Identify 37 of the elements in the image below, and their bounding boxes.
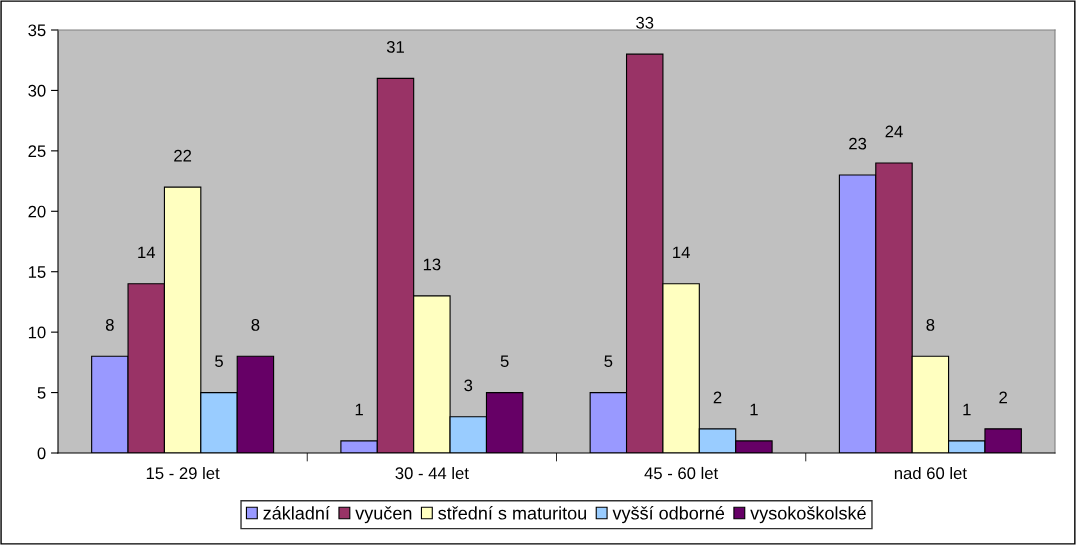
data-label: 8 — [105, 319, 114, 331]
y-tick-label: 25 — [28, 145, 46, 158]
legend-label: střední s maturitou — [438, 506, 587, 520]
x-tick-label: nad 60 let — [894, 466, 967, 480]
data-label: 22 — [174, 149, 192, 162]
data-label: 14 — [138, 246, 156, 259]
data-label: 23 — [849, 137, 867, 150]
data-label: 1 — [355, 403, 363, 416]
data-label: 24 — [885, 125, 903, 138]
y-tick-label: 15 — [28, 266, 46, 278]
data-label: 2 — [999, 391, 1007, 404]
data-label: 3 — [464, 379, 473, 392]
data-label: 31 — [386, 41, 404, 53]
legend-label: vyšší odborné — [612, 506, 725, 524]
data-label: 5 — [215, 355, 223, 368]
y-tick-label: 10 — [28, 326, 46, 339]
data-label: 14 — [673, 246, 690, 259]
x-tick-label: 45 - 60 let — [644, 466, 719, 480]
data-label: 1 — [750, 403, 758, 416]
data-label: 8 — [926, 319, 935, 331]
data-label: 13 — [423, 258, 441, 271]
legend-label: vyučen — [355, 506, 412, 524]
data-label: 33 — [636, 16, 654, 29]
y-tick-label: 0 — [37, 447, 46, 460]
y-tick-label: 5 — [37, 387, 46, 399]
legend-label: základní — [263, 506, 330, 520]
data-label: 2 — [713, 391, 722, 404]
x-tick-label: 15 - 29 let — [146, 466, 220, 480]
legend-label: vysokoškolské — [750, 506, 866, 524]
y-tick-label: 35 — [28, 24, 46, 37]
y-tick-label: 20 — [28, 205, 46, 218]
data-label: 1 — [963, 403, 971, 416]
data-label: 8 — [251, 319, 260, 331]
y-tick-label: 30 — [28, 84, 46, 97]
data-label: 5 — [604, 355, 613, 368]
x-tick-label: 30 - 44 let — [395, 466, 469, 480]
data-label: 5 — [500, 355, 509, 368]
